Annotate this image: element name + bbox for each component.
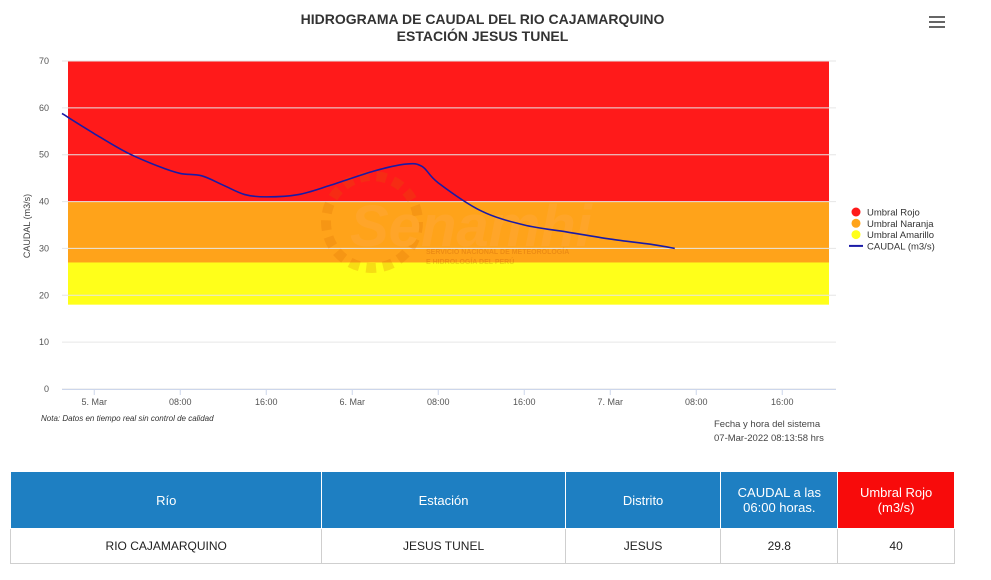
y-axis-label: CAUDAL (m3/s)	[22, 194, 32, 258]
legend-label: CAUDAL (m3/s)	[867, 241, 935, 252]
legend-marker	[851, 218, 861, 228]
table-header-row: Río Estación Distrito CAUDAL a las 06:00…	[9, 471, 955, 529]
x-tick-label: 5. Mar	[81, 397, 107, 407]
legend-label: Umbral Naranja	[867, 219, 934, 230]
x-tick-label: 08:00	[685, 397, 708, 407]
y-tick-label: 70	[39, 56, 49, 66]
system-datetime-value: 07-Mar-2022 08:13:58 hrs	[714, 433, 824, 444]
watermark-sun-icon	[321, 171, 423, 273]
watermark-brand: Senamhi	[350, 194, 594, 259]
x-tick-label: 08:00	[427, 397, 450, 407]
station-table: Río Estación Distrito CAUDAL a las 06:00…	[9, 471, 955, 564]
band-umbral-amarillo	[68, 262, 829, 305]
hydrograph-chart: Senamhi SERVICIO NACIONAL DE METEOROLOGÍ…	[22, 56, 935, 407]
system-datetime: Fecha y hora del sistema 07-Mar-2022 08:…	[714, 418, 824, 446]
x-tick-label: 6. Mar	[339, 397, 365, 407]
header-caudal: CAUDAL a las 06:00 horas.	[720, 471, 839, 529]
x-tick-label: 16:00	[771, 397, 794, 407]
cell-umbral: 40	[837, 528, 955, 564]
cell-distrito: JESUS	[564, 528, 722, 564]
data-quality-note: Nota: Datos en tiempo real sin control d…	[41, 414, 214, 423]
chart-title-line1: HIDROGRAMA DE CAUDAL DEL RIO CAJAMARQUIN…	[300, 11, 665, 27]
legend-marker	[851, 207, 861, 217]
senamhi-watermark: Senamhi SERVICIO NACIONAL DE METEOROLOGÍ…	[321, 171, 594, 273]
y-tick-label: 50	[39, 150, 49, 160]
band-umbral-naranja	[68, 201, 829, 263]
cell-caudal: 29.8	[720, 528, 839, 564]
x-tick-label: 08:00	[169, 397, 192, 407]
y-tick-label: 60	[39, 103, 49, 113]
x-tick-label: 7. Mar	[597, 397, 623, 407]
series-caudal	[61, 112, 675, 250]
header-estacion: Estación	[321, 471, 566, 529]
threshold-bands	[68, 61, 829, 305]
grid-lines	[62, 60, 836, 390]
watermark-line1: SERVICIO NACIONAL DE METEOROLOGÍA	[426, 247, 569, 256]
watermark-line2: E HIDROLOGÍA DEL PERÚ	[426, 257, 514, 266]
y-tick-label: 10	[39, 337, 49, 347]
y-tick-label: 40	[39, 197, 49, 207]
table-row: RIO CAJAMARQUINO JESUS TUNEL JESUS 29.8 …	[9, 528, 955, 564]
cell-rio: RIO CAJAMARQUINO	[9, 528, 323, 564]
hamburger-menu-icon[interactable]	[929, 14, 945, 30]
chart-title: HIDROGRAMA DE CAUDAL DEL RIO CAJAMARQUIN…	[0, 11, 965, 45]
chart-title-line2: ESTACIÓN JESUS TUNEL	[396, 28, 569, 44]
y-tick-label: 20	[39, 290, 49, 300]
band-umbral-rojo	[68, 61, 829, 202]
cell-estacion: JESUS TUNEL	[321, 528, 566, 564]
legend-marker	[851, 230, 861, 240]
x-tick-label: 16:00	[255, 397, 278, 407]
legend-label: Umbral Amarillo	[867, 230, 934, 241]
axes: 0 10 20 30 40 50 60 70 5. Mar 08:00 16:00 6. Mar 08:…	[39, 56, 836, 407]
system-datetime-label: Fecha y hora del sistema	[714, 419, 821, 430]
legend-label: Umbral Rojo	[867, 208, 920, 219]
header-umbral-rojo: Umbral Rojo (m3/s)	[837, 471, 955, 529]
header-rio: Río	[9, 471, 323, 529]
y-tick-label: 0	[44, 384, 49, 394]
y-tick-label: 30	[39, 243, 49, 253]
series-line-caudal	[61, 112, 675, 250]
x-tick-label: 16:00	[513, 397, 536, 407]
header-distrito: Distrito	[564, 471, 722, 529]
